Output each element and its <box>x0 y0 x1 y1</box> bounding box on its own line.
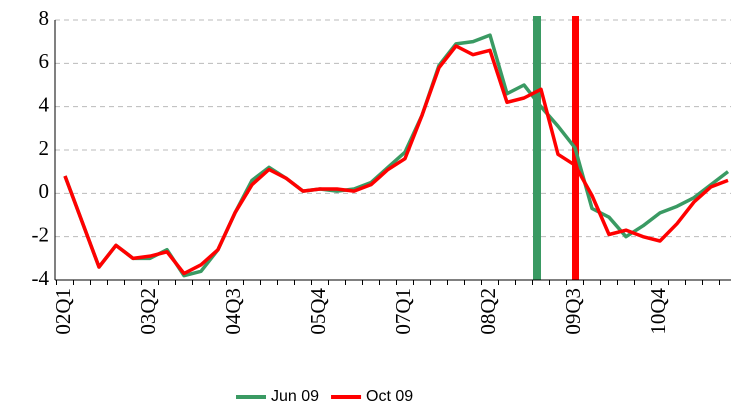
x-tick-label: 02Q1 <box>51 288 75 335</box>
y-tick-label: -2 <box>32 222 50 246</box>
y-tick-label: -4 <box>32 266 50 290</box>
x-tick-label: 03Q2 <box>136 288 160 335</box>
x-tick-label: 04Q3 <box>221 288 245 335</box>
jun-09-marker <box>533 16 541 280</box>
series-line <box>63 33 730 278</box>
x-tick-label: 07Q1 <box>391 288 415 335</box>
legend-label: Jun 09 <box>271 388 319 405</box>
series-line <box>63 44 729 276</box>
y-tick-label: 2 <box>39 136 50 160</box>
legend-label: Oct 09 <box>366 388 413 405</box>
y-tick-label: 8 <box>39 6 50 30</box>
y-tick-label: 0 <box>39 179 50 203</box>
x-tick-label: 10Q4 <box>646 288 670 335</box>
y-tick-label: 6 <box>39 49 50 73</box>
x-tick-label: 08Q2 <box>476 288 500 335</box>
x-tick-label: 09Q3 <box>561 288 585 335</box>
y-tick-label: 4 <box>39 92 50 116</box>
x-tick-label: 05Q4 <box>306 288 330 335</box>
